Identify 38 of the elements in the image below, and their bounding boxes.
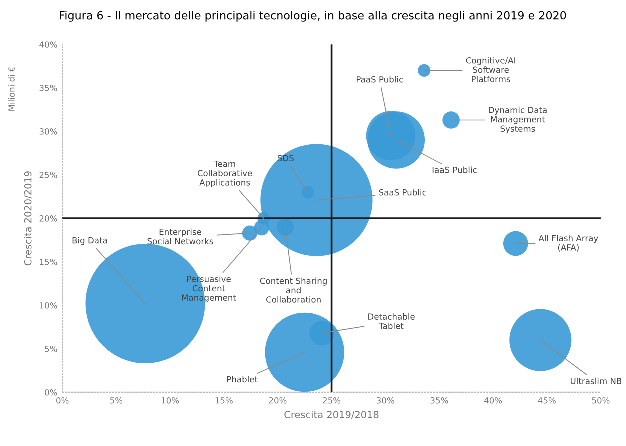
- x-tick-label: 0%: [56, 397, 69, 404]
- text: Enterprise Social Networks: [148, 228, 214, 245]
- series-label: Phablet: [227, 376, 258, 383]
- text: Detachable Tablet: [368, 314, 415, 330]
- y-tick-label: 0%: [45, 389, 58, 396]
- y-tick-label: 5%: [45, 346, 58, 352]
- x-tick-label: 45%: [538, 397, 556, 404]
- chart-title: Figura 6 - Il mercato delle principali tecnologie, in base alla crescita negli anni 2019 e 2020: [60, 11, 566, 22]
- x-tick-label: 25%: [323, 397, 341, 404]
- x-tick-label: 20%: [269, 397, 287, 404]
- y-tick-label: 30%: [40, 128, 58, 135]
- text: PaaS Public: [356, 76, 404, 83]
- y-tick-label: 10%: [40, 302, 58, 309]
- x-tick-label: 15%: [216, 397, 233, 404]
- x-tick-label: 35%: [430, 397, 448, 404]
- text: SDS: [278, 155, 294, 162]
- text: Ultraslim NB: [570, 378, 622, 384]
- series-label: All Flash Array (AFA): [538, 235, 598, 252]
- x-tick-label: 50%: [592, 397, 610, 404]
- text: Cognitive/AI Software Platforms: [466, 57, 516, 82]
- text: Content Sharing and Collaboration: [260, 278, 327, 303]
- series-label: IaaS Public: [432, 166, 477, 174]
- x-axis-title: Crescita 2019/2018: [284, 410, 379, 420]
- x-tick-label: 40%: [484, 397, 502, 404]
- x-tick-label: 5%: [110, 397, 123, 404]
- x-tick-label: 30%: [376, 397, 394, 404]
- y-tick-label: 15%: [40, 259, 58, 266]
- text: Milioni di €: [8, 67, 15, 111]
- series-label: Big Data: [72, 237, 108, 246]
- y-tick-label: 20%: [40, 216, 58, 222]
- series-label: SaaS Public: [379, 189, 426, 196]
- y-tick-label: 40%: [40, 42, 58, 48]
- y-axis-title: Crescita 2020/2019: [24, 172, 33, 266]
- x-tick-label: 10%: [162, 397, 180, 404]
- text: Dynamic Data Management Systems: [489, 106, 547, 134]
- y-tick-label: 35%: [40, 85, 58, 92]
- text: Team Collaborative Applications: [198, 160, 252, 188]
- y-tick-label: 25%: [40, 172, 58, 178]
